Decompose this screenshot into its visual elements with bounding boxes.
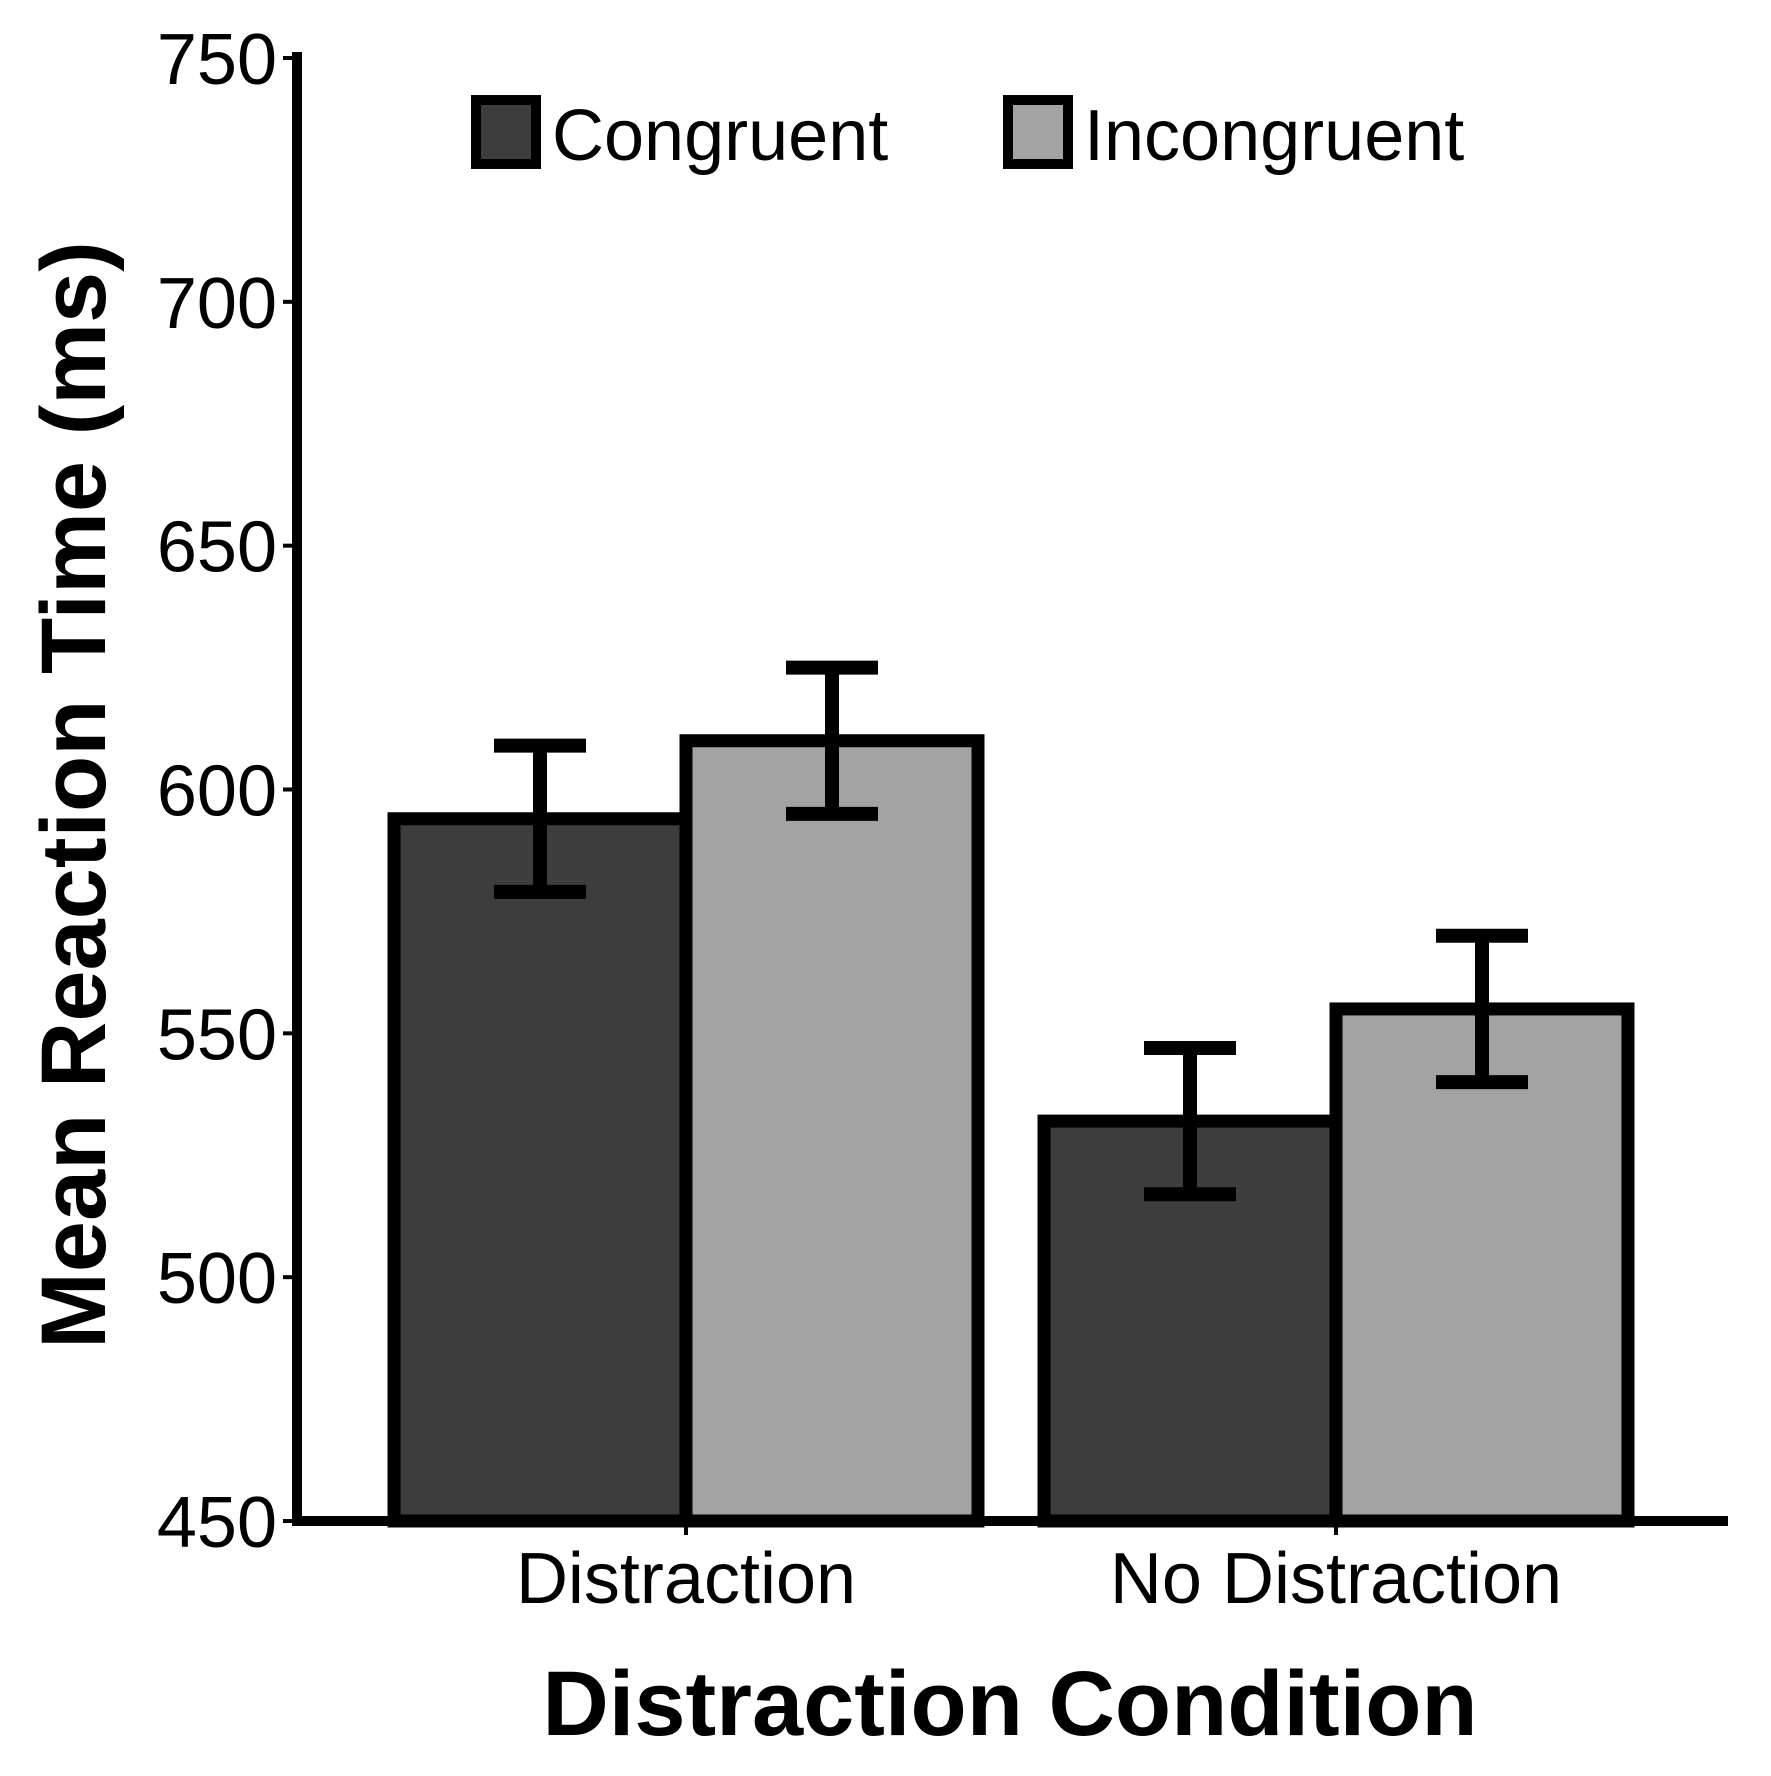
bars-layer (387, 734, 1635, 1528)
legend-label: Congruent (552, 96, 888, 176)
legend-swatch (1003, 95, 1073, 169)
error-bar-no-distraction-incongruent (1436, 928, 1528, 1090)
y-tick-label: 700 (157, 264, 277, 344)
y-tick-label: 500 (157, 1239, 277, 1319)
legend-item-congruent: Congruent (471, 95, 888, 176)
error-bar-no-distraction-congruent (1144, 1040, 1236, 1202)
legend: Congruent Incongruent (471, 95, 1464, 176)
legend-label: Incongruent (1084, 96, 1464, 176)
error-bar-distraction-congruent (494, 738, 586, 899)
legend-item-incongruent: Incongruent (1003, 95, 1464, 176)
y-tick-label: 550 (157, 995, 277, 1075)
y-tick-label: 750 (157, 20, 277, 100)
bar-distraction-congruent (387, 812, 693, 1528)
y-tick-label: 650 (157, 508, 277, 588)
error-bar-distraction-incongruent (786, 660, 878, 821)
x-tick-label: No Distraction (1110, 1539, 1562, 1619)
y-tick-label: 450 (157, 1483, 277, 1563)
x-axis-title: Distraction Condition (542, 1653, 1477, 1755)
axes-layer: 450 500 550 600 650 700 750 Distraction No Distr… (157, 20, 1728, 1619)
error-bars-layer (494, 660, 1528, 1202)
legend-swatch (471, 95, 541, 169)
y-axis-title: Mean Reaction Time (ms) (23, 241, 125, 1349)
x-tick-label: Distraction (516, 1539, 856, 1619)
y-tick-label: 600 (157, 752, 277, 832)
bar-distraction-incongruent (679, 734, 985, 1528)
